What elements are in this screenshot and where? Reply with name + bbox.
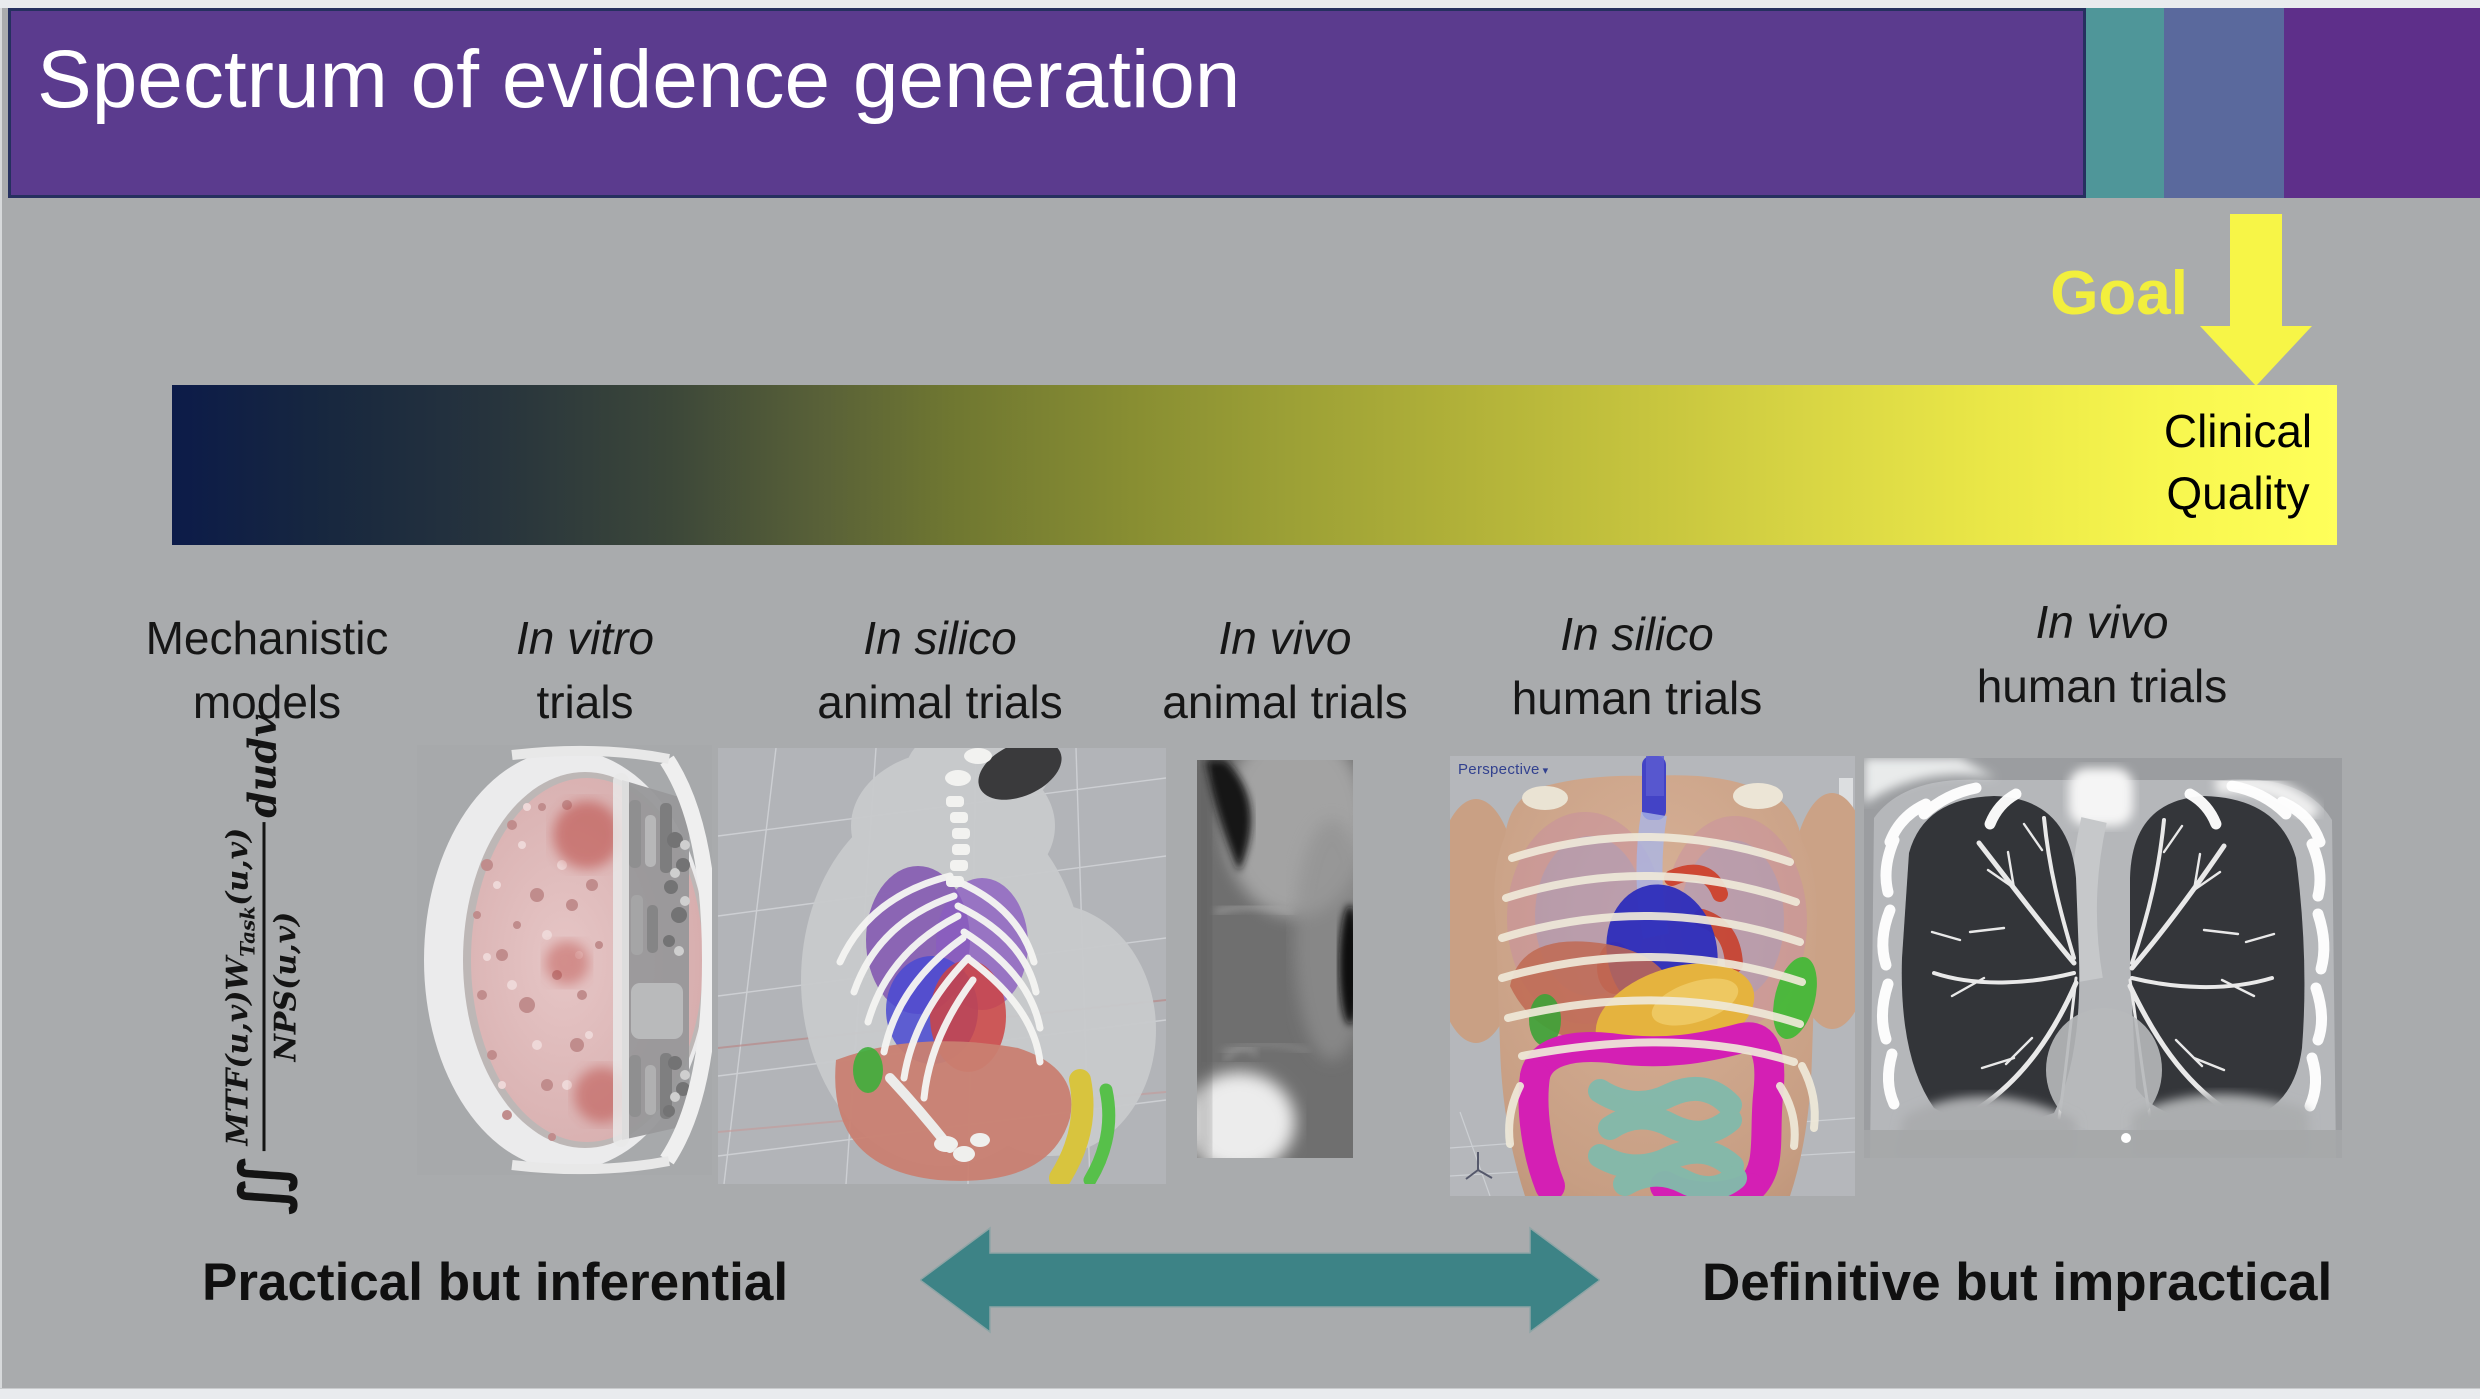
formula-denominator: NPS(u,v): [268, 911, 304, 1062]
category-line2: human trials: [1976, 660, 2228, 712]
category-line2: animal trials: [817, 676, 1063, 728]
header-accent-teal-block: [2086, 8, 2164, 198]
chest-ct-coronal: [1864, 758, 2342, 1158]
header-accent-blue-block: [2164, 8, 2284, 198]
bottom-margin-strip: [0, 1388, 2480, 1399]
header-accent-purple-block: [2284, 8, 2480, 198]
viewport-label: Perspective ▾: [1458, 761, 1549, 778]
category-label-1: Mechanistic models: [47, 606, 487, 734]
in-silico-animal-image: [717, 724, 1167, 1189]
slide-canvas: Spectrum of evidence generation Goal Cli…: [0, 8, 2480, 1388]
animal-ct-scan: [1183, 727, 1370, 1172]
mouse-phantom-render: [717, 724, 1167, 1189]
top-margin-strip: [0, 0, 2480, 8]
in-vivo-human-image: [1864, 758, 2342, 1158]
category-line1: In silico: [1560, 608, 1714, 660]
category-line1: In silico: [863, 612, 1017, 664]
in-silico-human-image: Perspective ▾: [1430, 756, 1876, 1212]
category-label-4: In vivo animal trials: [1065, 606, 1505, 734]
dropdown-icon: ▾: [1542, 765, 1549, 777]
formula-fraction: MTF(u,v)WTask(u,v) NPS(u,v): [220, 821, 304, 1152]
spectrum-gradient-bar: [172, 385, 2337, 545]
category-line1: In vivo: [1218, 612, 1352, 664]
goal-down-arrow-icon: [2200, 214, 2312, 386]
category-line1: Mechanistic: [145, 612, 389, 664]
slide-title: Spectrum of evidence generation: [37, 34, 1241, 125]
category-line2: animal trials: [1162, 676, 1408, 728]
formula-numerator: MTF(u,v)WTask(u,v): [220, 821, 266, 1152]
category-label-3: In silico animal trials: [720, 606, 1160, 734]
formula-content: ∬ MTF(u,v)WTask(u,v) NPS(u,v) dudv: [220, 714, 304, 1216]
physical-phantom-render: [417, 745, 719, 1175]
header-bar: Spectrum of evidence generation: [8, 8, 2086, 198]
clinical-quality-line1: Clinical: [2163, 405, 2313, 457]
double-integral-symbol: ∬: [225, 1157, 298, 1216]
clinical-quality-line2: Quality: [2166, 467, 2310, 519]
category-line2: models: [192, 676, 342, 728]
spectrum-double-arrow: [920, 1226, 1600, 1334]
human-phantom-render: [1430, 756, 1876, 1212]
goal-label: Goal: [2050, 259, 2188, 328]
category-line1: In vivo: [2035, 596, 2169, 648]
category-label-2: In vitro trials: [365, 606, 805, 734]
in-vivo-animal-image: [1183, 727, 1370, 1172]
clinical-quality-label: Clinical Quality: [2132, 400, 2344, 524]
category-line2: human trials: [1511, 672, 1763, 724]
mechanistic-model-formula: ∬ MTF(u,v)WTask(u,v) NPS(u,v) dudv: [122, 715, 402, 1215]
practical-label: Practical but inferential: [202, 1253, 789, 1312]
category-label-6: In vivo human trials: [1882, 590, 2322, 718]
in-vitro-phantom-image: [417, 745, 719, 1175]
definitive-label: Definitive but impractical: [1702, 1253, 2333, 1312]
category-line2: trials: [536, 676, 634, 728]
formula-differential: dudv: [239, 714, 285, 818]
category-label-5: In silico human trials: [1417, 602, 1857, 730]
category-line1: In vitro: [515, 612, 655, 664]
